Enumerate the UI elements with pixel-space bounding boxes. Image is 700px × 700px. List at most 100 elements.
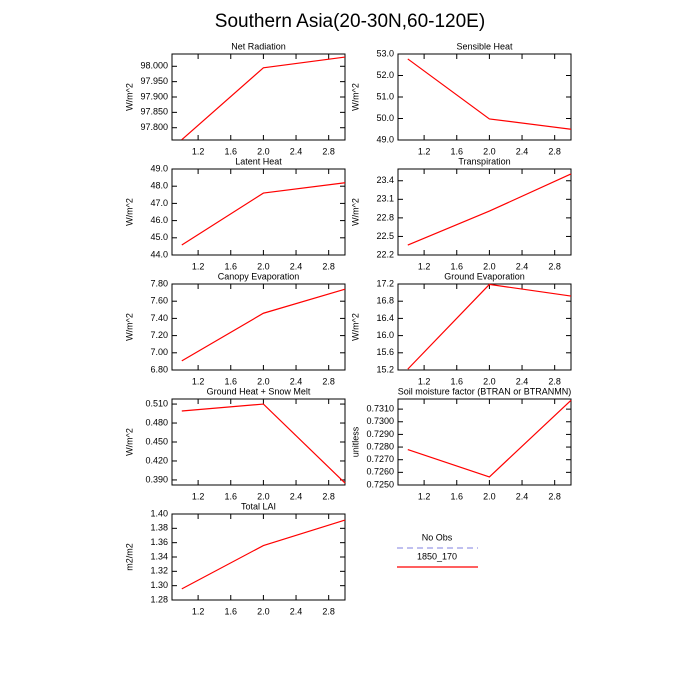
panel-title: Transpiration (458, 156, 510, 166)
x-tick-label: 2.0 (257, 261, 270, 271)
panel-title: Net Radiation (231, 41, 286, 51)
x-tick-label: 1.6 (450, 491, 463, 501)
y-tick-label: 7.20 (150, 330, 168, 340)
x-tick-label: 1.2 (192, 146, 205, 156)
x-tick-label: 2.0 (257, 491, 270, 501)
data-line (407, 399, 572, 478)
y-axis-label: m2/m2 (124, 543, 134, 571)
panel-title: Ground Heat + Snow Melt (207, 386, 311, 396)
plot-frame (171, 513, 346, 601)
plot-frame (397, 398, 572, 486)
x-tick-label: 2.8 (322, 491, 335, 501)
x-tick-label: 1.6 (224, 491, 237, 501)
y-tick-label: 97.850 (140, 107, 168, 117)
panel-title: Latent Heat (235, 156, 282, 166)
x-tick-label: 1.2 (192, 606, 205, 616)
y-tick-label: 0.7290 (366, 429, 394, 439)
x-tick-label: 1.2 (418, 376, 431, 386)
x-tick-label: 1.6 (224, 146, 237, 156)
y-tick-label: 0.7270 (366, 454, 394, 464)
x-tick-label: 2.4 (290, 261, 303, 271)
y-tick-label: 49.0 (150, 163, 168, 173)
plot-frame (397, 53, 572, 141)
y-tick-label: 16.0 (376, 330, 394, 340)
x-tick-label: 1.6 (450, 146, 463, 156)
y-tick-label: 22.8 (376, 212, 394, 222)
y-tick-label: 98.000 (140, 61, 168, 71)
y-tick-label: 1.38 (150, 523, 168, 533)
y-tick-label: 0.7250 (366, 479, 394, 489)
y-tick-label: 23.4 (376, 175, 394, 185)
y-tick-label: 0.420 (145, 455, 168, 465)
y-tick-label: 1.28 (150, 594, 168, 604)
y-tick-label: 48.0 (150, 181, 168, 191)
x-tick-label: 2.8 (548, 491, 561, 501)
y-tick-label: 52.0 (376, 70, 394, 80)
y-tick-label: 17.2 (376, 278, 394, 288)
y-tick-label: 97.900 (140, 91, 168, 101)
x-tick-label: 1.2 (192, 491, 205, 501)
y-tick-label: 16.8 (376, 296, 394, 306)
y-tick-label: 6.80 (150, 364, 168, 374)
data-line (181, 403, 346, 484)
y-tick-label: 1.30 (150, 580, 168, 590)
x-tick-label: 1.6 (224, 606, 237, 616)
x-tick-label: 2.4 (290, 491, 303, 501)
y-tick-label: 0.7280 (366, 441, 394, 451)
x-tick-label: 2.4 (516, 146, 529, 156)
y-tick-label: 50.0 (376, 113, 394, 123)
y-tick-label: 0.480 (145, 417, 168, 427)
x-tick-label: 1.2 (192, 376, 205, 386)
plot-frame (397, 283, 572, 371)
data-line (407, 173, 572, 246)
y-tick-label: 44.0 (150, 249, 168, 259)
x-tick-label: 1.6 (450, 261, 463, 271)
x-tick-label: 1.2 (418, 491, 431, 501)
y-tick-label: 15.2 (376, 364, 394, 374)
y-axis-label: W/m^2 (350, 313, 360, 341)
y-tick-label: 51.0 (376, 91, 394, 101)
y-tick-label: 22.5 (376, 231, 394, 241)
x-tick-label: 2.8 (548, 376, 561, 386)
x-tick-label: 2.0 (257, 376, 270, 386)
y-tick-label: 0.7310 (366, 403, 394, 413)
x-tick-label: 1.6 (224, 376, 237, 386)
x-tick-label: 2.0 (483, 376, 496, 386)
x-tick-label: 2.8 (322, 146, 335, 156)
plot-frame (397, 168, 572, 256)
panel-title: Sensible Heat (456, 41, 513, 51)
y-tick-label: 7.60 (150, 296, 168, 306)
y-tick-label: 1.34 (150, 551, 168, 561)
y-tick-label: 47.0 (150, 198, 168, 208)
y-tick-label: 0.7260 (366, 467, 394, 477)
y-axis-label: unitless (350, 426, 360, 457)
x-tick-label: 2.8 (322, 376, 335, 386)
y-tick-label: 1.32 (150, 566, 168, 576)
y-tick-label: 45.0 (150, 232, 168, 242)
y-tick-label: 0.450 (145, 436, 168, 446)
x-tick-label: 2.0 (483, 261, 496, 271)
y-tick-label: 97.950 (140, 76, 168, 86)
panel-title: Soil moisture factor (BTRAN or BTRANMN) (398, 386, 572, 396)
plot-frame (171, 398, 346, 486)
plot-frame (171, 283, 346, 371)
y-tick-label: 1.36 (150, 537, 168, 547)
y-tick-label: 15.6 (376, 347, 394, 357)
plot-frame (171, 168, 346, 256)
data-line (407, 283, 572, 370)
panel-title: Ground Evaporation (444, 271, 525, 281)
legend-label: No Obs (422, 532, 453, 542)
data-line (181, 56, 346, 141)
x-tick-label: 2.4 (290, 376, 303, 386)
y-tick-label: 0.7300 (366, 416, 394, 426)
plot-frame (171, 53, 346, 141)
x-tick-label: 2.0 (257, 606, 270, 616)
data-line (407, 58, 572, 130)
x-tick-label: 1.6 (224, 261, 237, 271)
y-tick-label: 0.510 (145, 398, 168, 408)
x-tick-label: 2.8 (322, 606, 335, 616)
x-tick-label: 2.4 (516, 376, 529, 386)
y-axis-label: W/m^2 (124, 313, 134, 341)
x-tick-label: 2.0 (483, 146, 496, 156)
